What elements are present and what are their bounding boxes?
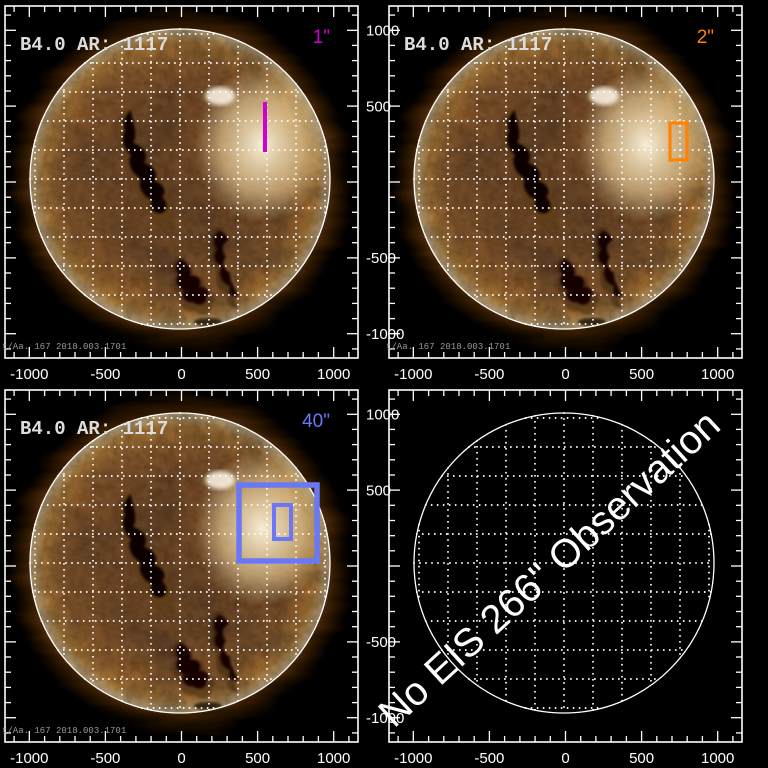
svg-text:1000: 1000 [317, 366, 350, 383]
svg-text:500: 500 [245, 366, 270, 383]
svg-text:-500: -500 [474, 750, 504, 767]
svg-text:40": 40" [302, 411, 330, 432]
svg-text:t/Aa. 167 2018.003.1701: t/Aa. 167 2018.003.1701 [386, 342, 510, 352]
svg-text:-500: -500 [366, 250, 396, 267]
svg-text:-1000: -1000 [394, 366, 432, 383]
svg-text:1000: 1000 [317, 750, 350, 767]
svg-text:1000: 1000 [701, 750, 734, 767]
svg-text:-1000: -1000 [10, 366, 48, 383]
svg-text:-500: -500 [474, 366, 504, 383]
svg-text:-1000: -1000 [366, 326, 404, 343]
svg-text:1000: 1000 [366, 407, 399, 424]
svg-text:-500: -500 [90, 750, 120, 767]
svg-text:0: 0 [177, 366, 185, 383]
svg-text:2": 2" [697, 27, 714, 48]
svg-text:500: 500 [366, 482, 391, 499]
svg-text:500: 500 [629, 366, 654, 383]
svg-text:B4.0 AR: 1117: B4.0 AR: 1117 [20, 34, 168, 56]
svg-text:500: 500 [629, 750, 654, 767]
svg-text:0: 0 [561, 750, 569, 767]
svg-text:0: 0 [561, 366, 569, 383]
svg-text:-1000: -1000 [10, 750, 48, 767]
svg-text:B4.0 AR: 1117: B4.0 AR: 1117 [20, 418, 168, 440]
svg-text:B4.0 AR: 1117: B4.0 AR: 1117 [404, 34, 552, 56]
svg-text:1000: 1000 [701, 366, 734, 383]
svg-text:-500: -500 [366, 634, 396, 651]
svg-text:0: 0 [177, 750, 185, 767]
svg-text:-1000: -1000 [394, 750, 432, 767]
svg-text:-500: -500 [90, 366, 120, 383]
svg-text:1000: 1000 [366, 23, 399, 40]
svg-text:1": 1" [313, 27, 330, 48]
svg-text:t/Aa. 167 2018.003.1701: t/Aa. 167 2018.003.1701 [2, 726, 126, 736]
svg-text:500: 500 [245, 750, 270, 767]
svg-text:t/Aa. 167 2018.003.1701: t/Aa. 167 2018.003.1701 [2, 342, 126, 352]
svg-text:500: 500 [366, 98, 391, 115]
